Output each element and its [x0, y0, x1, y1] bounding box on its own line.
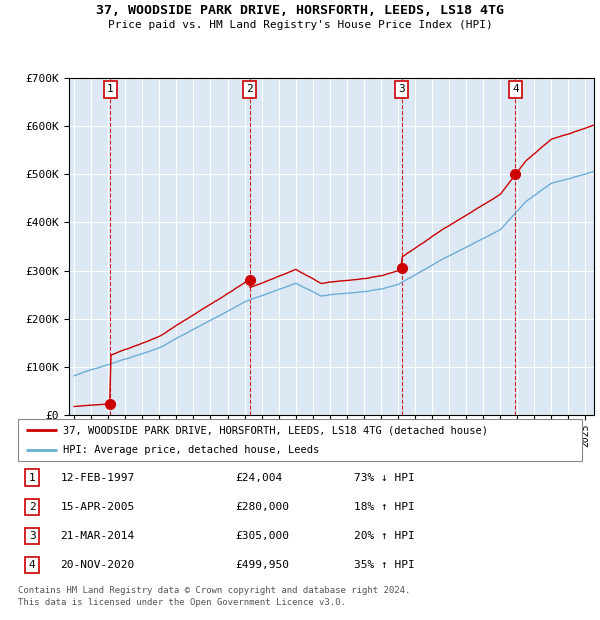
Text: 3: 3 — [398, 84, 405, 94]
Text: 2: 2 — [246, 84, 253, 94]
Text: 1: 1 — [29, 472, 35, 483]
Text: 4: 4 — [29, 560, 35, 570]
Text: £280,000: £280,000 — [235, 502, 289, 512]
Text: Price paid vs. HM Land Registry's House Price Index (HPI): Price paid vs. HM Land Registry's House … — [107, 20, 493, 30]
Text: 2: 2 — [29, 502, 35, 512]
Text: 20% ↑ HPI: 20% ↑ HPI — [353, 531, 415, 541]
Text: 21-MAR-2014: 21-MAR-2014 — [60, 531, 134, 541]
Text: 37, WOODSIDE PARK DRIVE, HORSFORTH, LEEDS, LS18 4TG (detached house): 37, WOODSIDE PARK DRIVE, HORSFORTH, LEED… — [63, 425, 488, 435]
Text: HPI: Average price, detached house, Leeds: HPI: Average price, detached house, Leed… — [63, 445, 319, 455]
Text: 3: 3 — [29, 531, 35, 541]
Text: 1: 1 — [107, 84, 113, 94]
Text: Contains HM Land Registry data © Crown copyright and database right 2024.: Contains HM Land Registry data © Crown c… — [18, 586, 410, 595]
Text: £305,000: £305,000 — [235, 531, 289, 541]
Text: £24,004: £24,004 — [235, 472, 283, 483]
Text: 4: 4 — [512, 84, 519, 94]
Text: 12-FEB-1997: 12-FEB-1997 — [60, 472, 134, 483]
Text: This data is licensed under the Open Government Licence v3.0.: This data is licensed under the Open Gov… — [18, 598, 346, 608]
Text: £499,950: £499,950 — [235, 560, 289, 570]
Text: 35% ↑ HPI: 35% ↑ HPI — [353, 560, 415, 570]
Text: 18% ↑ HPI: 18% ↑ HPI — [353, 502, 415, 512]
Text: 15-APR-2005: 15-APR-2005 — [60, 502, 134, 512]
Text: 73% ↓ HPI: 73% ↓ HPI — [353, 472, 415, 483]
Text: 37, WOODSIDE PARK DRIVE, HORSFORTH, LEEDS, LS18 4TG: 37, WOODSIDE PARK DRIVE, HORSFORTH, LEED… — [96, 4, 504, 17]
Text: 20-NOV-2020: 20-NOV-2020 — [60, 560, 134, 570]
